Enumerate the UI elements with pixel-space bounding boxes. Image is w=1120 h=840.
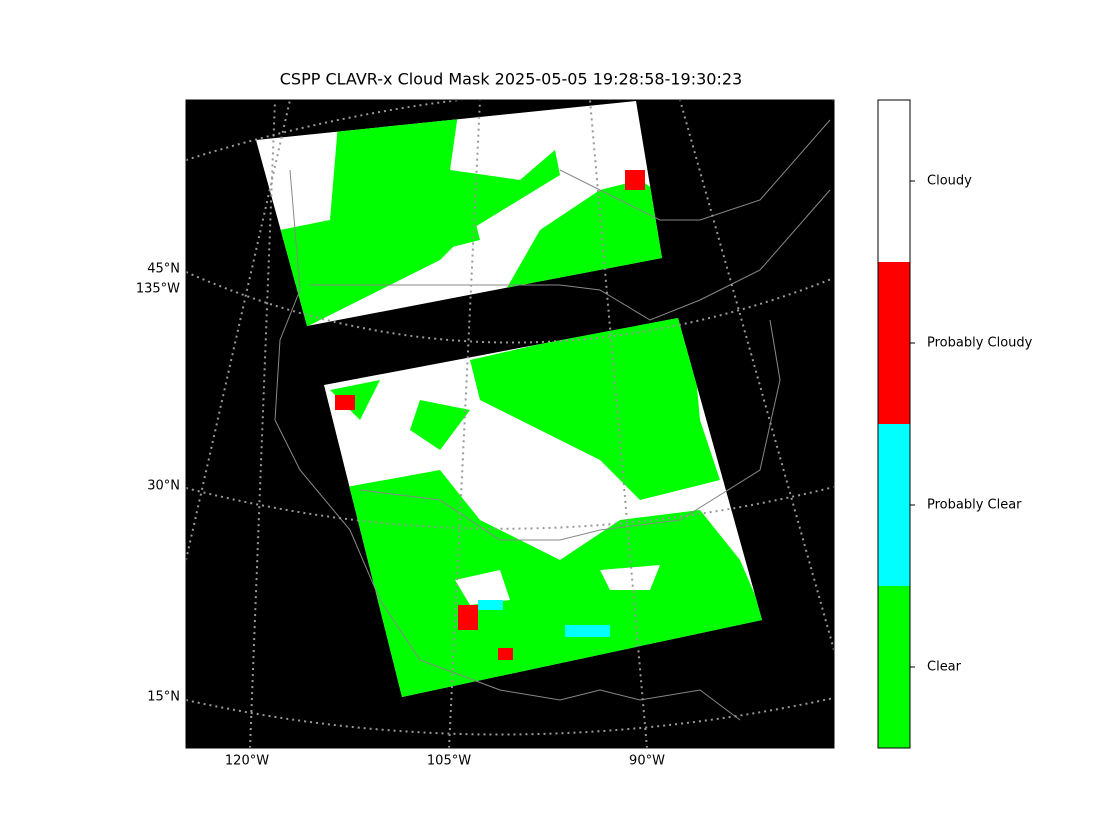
- colorbar-label: Cloudy: [927, 174, 972, 189]
- colorbar-segment: [878, 262, 910, 424]
- colorbar: Cloudy Probably Cloudy Probably Clear Clear: [877, 99, 1033, 749]
- colorbar-segment: [878, 100, 910, 262]
- colorbar-label: Probably Cloudy: [927, 336, 1033, 351]
- lat-label: 30°N: [147, 479, 180, 494]
- graticule: [186, 100, 834, 748]
- colorbar-segment: [878, 586, 910, 748]
- colorbar-label: Clear: [927, 660, 962, 675]
- swath: [256, 101, 762, 697]
- lon-label: 135°W: [136, 282, 180, 297]
- lon-label: 90°W: [629, 754, 665, 769]
- lat-label: 15°N: [147, 690, 180, 705]
- lon-label: 120°W: [225, 754, 269, 769]
- lat-label: 45°N: [147, 262, 180, 277]
- colorbar-frame: [877, 99, 911, 749]
- map-frame: [185, 99, 835, 749]
- colorbar-segment: [878, 424, 910, 586]
- colorbar-label: Probably Clear: [927, 498, 1022, 513]
- map: [186, 100, 834, 748]
- lon-label: 105°W: [427, 754, 471, 769]
- chart-title: CSPP CLAVR-x Cloud Mask 2025-05-05 19:28…: [280, 70, 742, 89]
